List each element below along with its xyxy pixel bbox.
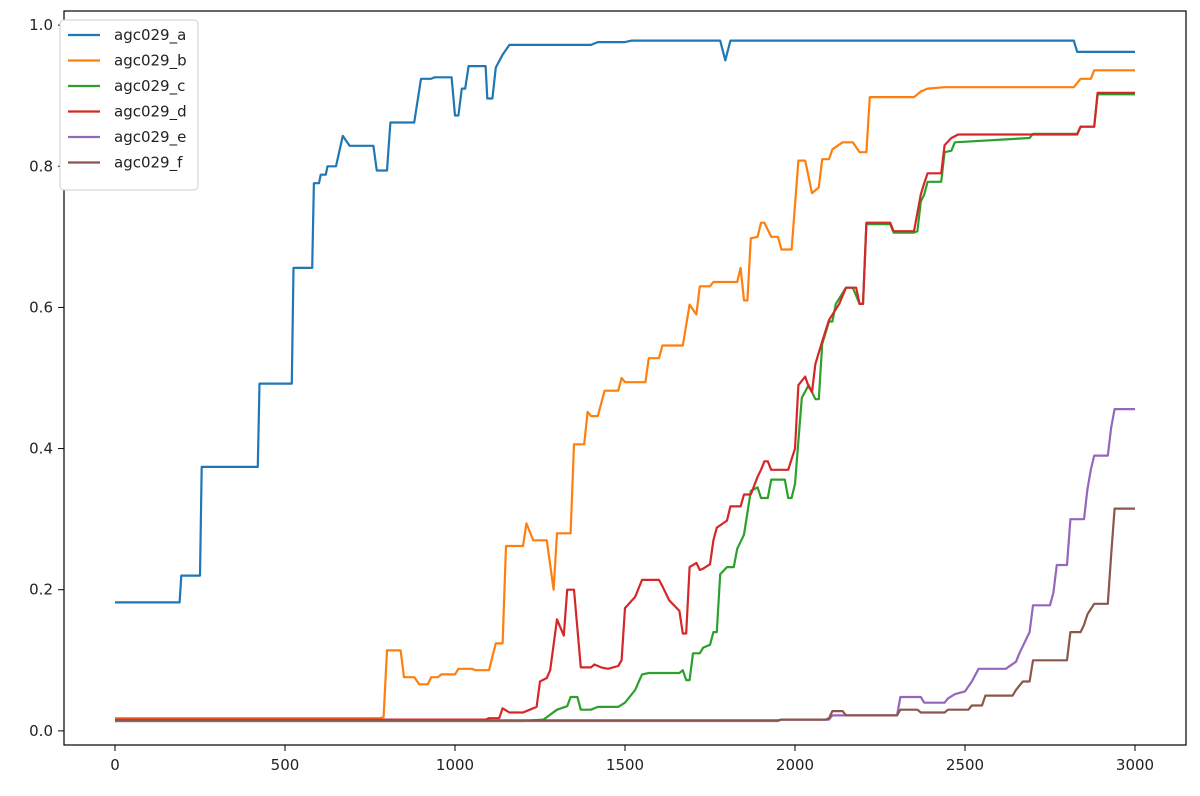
series-line-agc029-d: [115, 91, 1135, 721]
y-tick-label: 0.2: [29, 581, 53, 599]
x-tick-label: 2000: [776, 756, 814, 774]
x-axis: 0 500 1000 1500 2000 2500 3000: [110, 745, 1154, 774]
series-line-agc029-a: [115, 39, 1135, 604]
x-tick-label: 0: [110, 756, 120, 774]
y-tick-label: 0.8: [29, 157, 53, 175]
legend-label: agc029_a: [114, 26, 186, 45]
series-line-agc029-f: [115, 507, 1135, 722]
legend-label: agc029_d: [114, 103, 187, 122]
legend-label: agc029_e: [114, 128, 186, 147]
plot-area: [63, 10, 1187, 746]
y-tick-label: 0.0: [29, 722, 53, 740]
y-axis: 0.0 0.2 0.4 0.6 0.8 1.0: [29, 16, 64, 740]
legend-label: agc029_f: [114, 154, 183, 173]
x-tick-label: 1500: [606, 756, 644, 774]
x-tick-label: 3000: [1116, 756, 1154, 774]
x-tick-label: 1000: [436, 756, 474, 774]
y-tick-label: 1.0: [29, 16, 53, 34]
series-line-agc029-b: [115, 69, 1135, 720]
legend-box: [59, 19, 199, 191]
series-line-agc029-c: [115, 93, 1135, 723]
y-tick-label: 0.4: [29, 440, 53, 458]
x-tick-label: 2500: [946, 756, 984, 774]
legend: agc029_a agc029_b agc029_c agc029_d agc029_e…: [59, 19, 199, 191]
x-tick-label: 500: [271, 756, 300, 774]
series-layer: [115, 39, 1135, 723]
legend-label: agc029_b: [114, 52, 187, 71]
legend-label: agc029_c: [114, 77, 185, 96]
y-tick-label: 0.6: [29, 298, 53, 316]
